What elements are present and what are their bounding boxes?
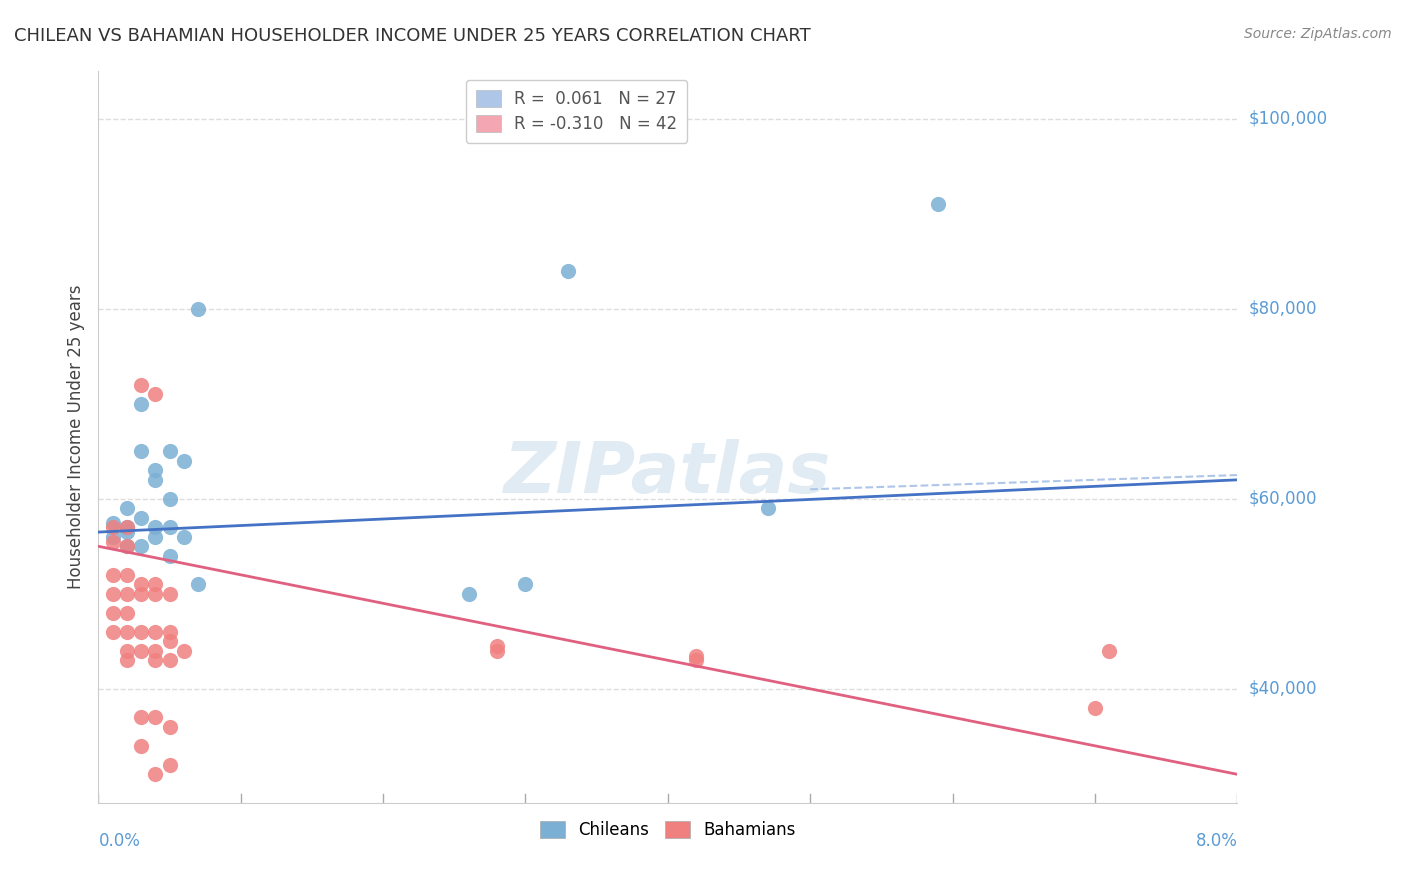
Point	[557, 264, 579, 278]
Text: 0.0%: 0.0%	[98, 832, 141, 850]
Point	[159, 444, 181, 458]
Point	[1098, 644, 1121, 658]
Point	[515, 577, 537, 591]
Point	[101, 606, 124, 620]
Point	[115, 606, 138, 620]
Point	[129, 397, 152, 411]
Point	[129, 710, 152, 724]
Point	[129, 511, 152, 525]
Point	[145, 530, 167, 544]
Point	[173, 530, 195, 544]
Point	[159, 624, 181, 639]
Point	[145, 473, 167, 487]
Point	[187, 577, 209, 591]
Point	[145, 710, 167, 724]
Point	[115, 644, 138, 658]
Point	[457, 587, 479, 601]
Point	[129, 624, 152, 639]
Point	[115, 520, 138, 534]
Point	[173, 454, 195, 468]
Point	[159, 720, 181, 734]
Point	[115, 653, 138, 667]
Text: $60,000: $60,000	[1249, 490, 1317, 508]
Point	[101, 520, 124, 534]
Text: CHILEAN VS BAHAMIAN HOUSEHOLDER INCOME UNDER 25 YEARS CORRELATION CHART: CHILEAN VS BAHAMIAN HOUSEHOLDER INCOME U…	[14, 27, 811, 45]
Point	[187, 301, 209, 316]
Legend: Chileans, Bahamians: Chileans, Bahamians	[533, 814, 803, 846]
Text: ZIPatlas: ZIPatlas	[505, 439, 831, 508]
Point	[159, 757, 181, 772]
Point	[145, 644, 167, 658]
Point	[101, 534, 124, 549]
Point	[159, 634, 181, 648]
Point	[486, 644, 509, 658]
Text: $40,000: $40,000	[1249, 680, 1317, 698]
Text: Source: ZipAtlas.com: Source: ZipAtlas.com	[1244, 27, 1392, 41]
Point	[145, 587, 167, 601]
Point	[129, 739, 152, 753]
Point	[115, 587, 138, 601]
Point	[159, 491, 181, 506]
Point	[115, 524, 138, 539]
Point	[129, 377, 152, 392]
Point	[115, 520, 138, 534]
Point	[145, 463, 167, 477]
Text: $80,000: $80,000	[1249, 300, 1317, 318]
Point	[101, 587, 124, 601]
Point	[129, 644, 152, 658]
Point	[486, 639, 509, 653]
Y-axis label: Householder Income Under 25 years: Householder Income Under 25 years	[66, 285, 84, 590]
Point	[927, 197, 949, 211]
Point	[115, 567, 138, 582]
Point	[159, 549, 181, 563]
Point	[145, 653, 167, 667]
Point	[115, 624, 138, 639]
Point	[685, 648, 707, 663]
Point	[129, 539, 152, 553]
Point	[145, 520, 167, 534]
Text: 8.0%: 8.0%	[1195, 832, 1237, 850]
Text: $100,000: $100,000	[1249, 110, 1327, 128]
Point	[159, 520, 181, 534]
Point	[159, 587, 181, 601]
Point	[145, 387, 167, 401]
Point	[101, 567, 124, 582]
Point	[115, 539, 138, 553]
Point	[173, 644, 195, 658]
Point	[145, 624, 167, 639]
Point	[101, 530, 124, 544]
Point	[159, 653, 181, 667]
Point	[115, 501, 138, 516]
Point	[129, 577, 152, 591]
Point	[101, 516, 124, 530]
Point	[145, 577, 167, 591]
Point	[129, 444, 152, 458]
Point	[685, 653, 707, 667]
Point	[756, 501, 779, 516]
Point	[1084, 701, 1107, 715]
Point	[115, 539, 138, 553]
Point	[129, 587, 152, 601]
Point	[101, 624, 124, 639]
Point	[145, 767, 167, 781]
